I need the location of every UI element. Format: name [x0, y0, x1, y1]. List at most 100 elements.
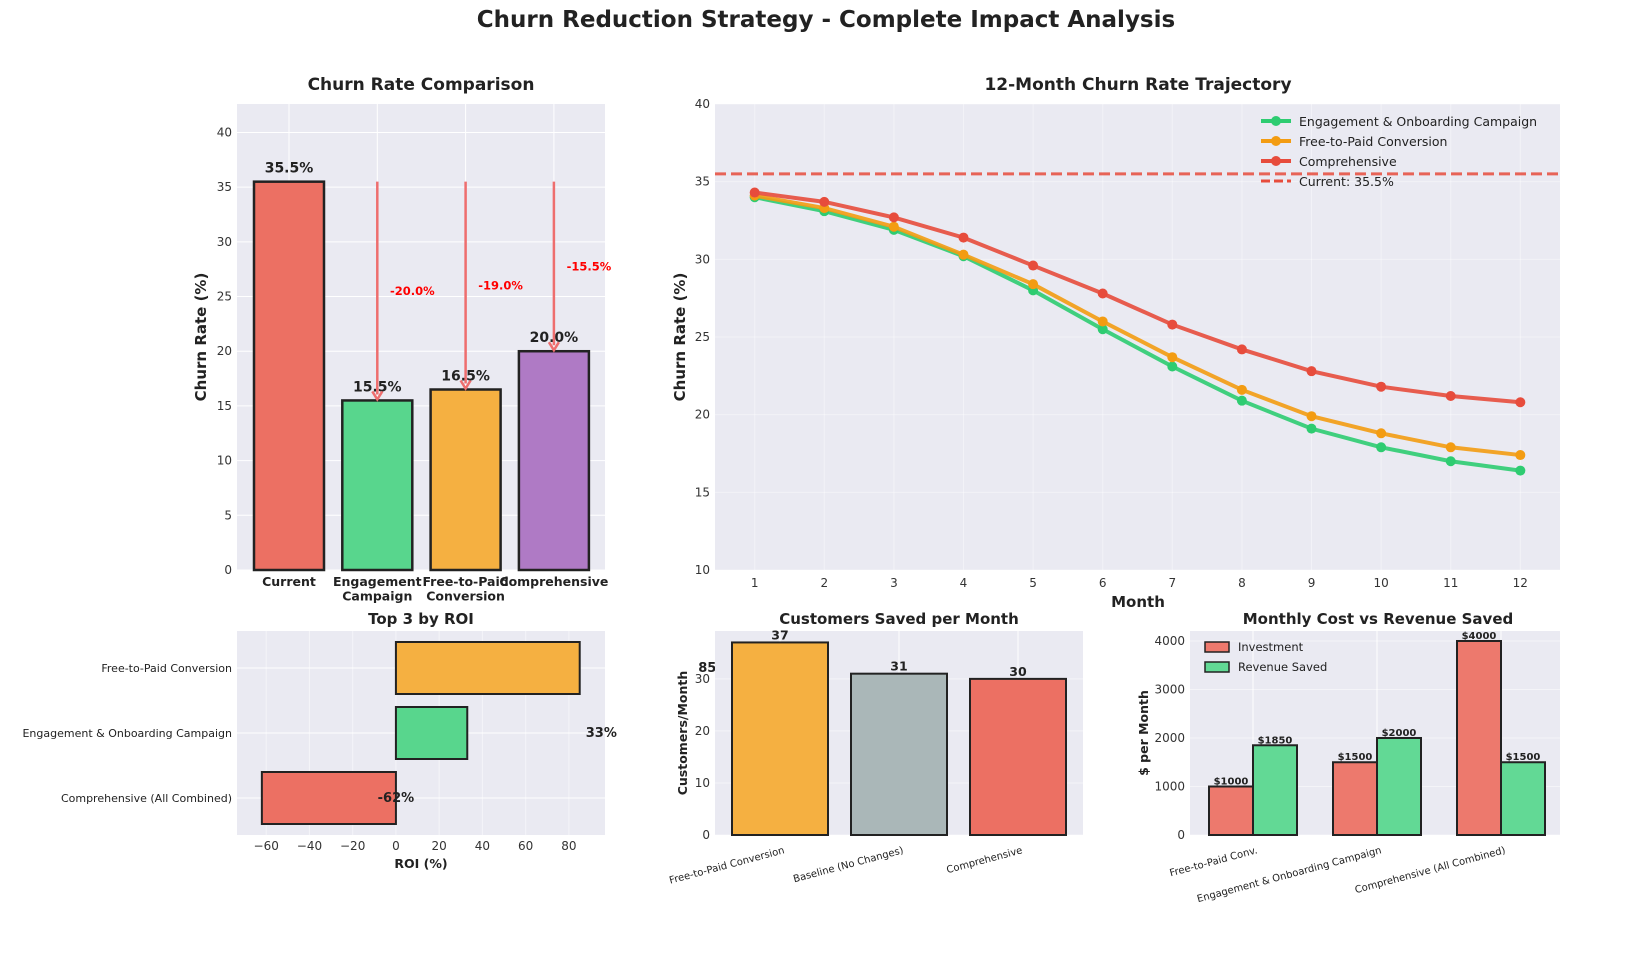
- legend-swatch: [1204, 661, 1230, 673]
- bar-value-label: $1850: [1258, 735, 1293, 746]
- roi-bar: [394, 706, 469, 760]
- x-tick-label: 20: [432, 839, 447, 853]
- y-tick-label: 30: [217, 235, 232, 249]
- bar-revenue-saved: [1376, 736, 1422, 837]
- bar: [517, 349, 591, 572]
- bar-value-label: $1500: [1338, 752, 1373, 763]
- data-point: [1306, 411, 1317, 422]
- data-point: [1306, 423, 1317, 434]
- x-tick-label: 7: [1168, 576, 1176, 590]
- x-tick-label: 5: [1029, 576, 1037, 590]
- x-tick-label: Comprehensive: [499, 574, 608, 589]
- x-axis-label: ROI (%): [394, 856, 447, 871]
- legend-label: Revenue Saved: [1238, 660, 1327, 674]
- x-tick-label: 2: [820, 576, 828, 590]
- legend-marker: [1271, 156, 1281, 166]
- bar-revenue-saved: [1500, 761, 1546, 836]
- x-axis-label: Month: [1111, 593, 1165, 611]
- series-line-2: [754, 190, 1521, 405]
- data-point: [1376, 428, 1387, 439]
- bar-value-label: $4000: [1462, 631, 1497, 642]
- reduction-label: -20.0%: [390, 284, 435, 298]
- data-point: [888, 212, 899, 223]
- roi-value-label: 33%: [586, 726, 617, 741]
- arrow-head-icon: [547, 341, 560, 353]
- data-point: [1445, 456, 1456, 467]
- x-tick-label: Comprehensive: [945, 845, 1023, 876]
- arrow-head-icon: [371, 390, 384, 402]
- y-tick-label: 15: [695, 485, 710, 499]
- bar: [429, 388, 502, 572]
- data-point: [958, 232, 969, 243]
- y-tick-label: 1000: [1154, 779, 1185, 793]
- customers-bar: [731, 641, 829, 836]
- roi-value-label: -62%: [378, 791, 415, 806]
- x-tick-label: 40: [475, 839, 490, 853]
- x-tick-label: 8: [1238, 576, 1246, 590]
- y-tick-label: 25: [695, 330, 710, 344]
- x-tick-label: 12: [1513, 576, 1528, 590]
- bar-investment: [1456, 639, 1502, 837]
- y-tick-label: 10: [695, 776, 710, 790]
- bar-value-label: 30: [1009, 664, 1027, 679]
- y-tick-label: 30: [695, 252, 710, 266]
- roi-bar: [394, 641, 581, 695]
- legend-label: Engagement & Onboarding Campaign: [1299, 114, 1537, 129]
- x-tick-label: Baseline (No Changes): [792, 845, 905, 885]
- x-tick-label: Engagement Campaign: [333, 574, 422, 603]
- y-tick-label: 20: [695, 724, 710, 738]
- y-tick-label: 5: [224, 508, 232, 522]
- bar: [252, 180, 326, 572]
- data-point: [1236, 344, 1247, 355]
- x-tick-label: 9: [1308, 576, 1316, 590]
- y-axis-label: $ per Month: [1136, 690, 1151, 776]
- legend-label: Free-to-Paid Conversion: [1299, 134, 1447, 149]
- data-point: [1028, 279, 1039, 290]
- bar-value-label: 35.5%: [265, 161, 314, 177]
- bar-value-label: 37: [771, 627, 788, 642]
- legend-marker: [1271, 116, 1281, 126]
- x-tick-label: Current: [262, 574, 316, 589]
- x-tick-label: Free-to-Paid Conversion: [668, 845, 786, 886]
- y-tick-label: 10: [217, 454, 232, 468]
- y-tick-label: 4000: [1154, 634, 1185, 648]
- y-tick-label: 40: [695, 97, 710, 111]
- y-tick-label: 0: [224, 563, 232, 577]
- y-tick-label: 2000: [1154, 731, 1185, 745]
- trajectory-title: 12-Month Churn Rate Trajectory: [984, 75, 1291, 95]
- data-point: [1097, 316, 1108, 327]
- figure-title: Churn Reduction Strategy - Complete Impa…: [477, 7, 1175, 33]
- data-point: [1376, 381, 1387, 392]
- data-point: [1515, 450, 1526, 461]
- y-tick-label: 20: [695, 408, 710, 422]
- y-tick-label: 0: [1177, 828, 1185, 842]
- comparison-title: Churn Rate Comparison: [308, 75, 535, 95]
- bar-value-label: $1000: [1214, 776, 1249, 787]
- y-axis-label: Customers/Month: [675, 671, 690, 796]
- arrow-head-icon: [459, 379, 472, 391]
- bar: [341, 399, 414, 572]
- x-tick-label: 10: [1373, 576, 1388, 590]
- y-tick-label: 35: [695, 175, 710, 189]
- data-point: [1167, 361, 1178, 372]
- bar-value-label: $2000: [1382, 728, 1417, 739]
- bar-investment: [1208, 785, 1254, 837]
- legend-label: Current: 35.5%: [1299, 174, 1394, 189]
- y-tick-label: 20: [217, 344, 232, 358]
- data-point: [1376, 442, 1387, 453]
- data-point: [1445, 442, 1456, 453]
- x-tick-label: Free-to-Paid Conv.: [1169, 845, 1259, 879]
- x-tick-label: 1: [751, 576, 759, 590]
- data-point: [958, 249, 969, 260]
- y-tick-label: Comprehensive (All Combined): [61, 792, 232, 805]
- x-tick-label: 4: [960, 576, 968, 590]
- y-tick-label: 30: [695, 672, 710, 686]
- bar-value-label: 31: [890, 659, 907, 674]
- x-tick-label: 3: [890, 576, 898, 590]
- data-point: [1515, 465, 1526, 476]
- legend-label: Comprehensive: [1299, 154, 1397, 169]
- y-tick-label: 35: [217, 180, 232, 194]
- roi-bar: [260, 771, 397, 825]
- x-tick-label: 60: [518, 839, 533, 853]
